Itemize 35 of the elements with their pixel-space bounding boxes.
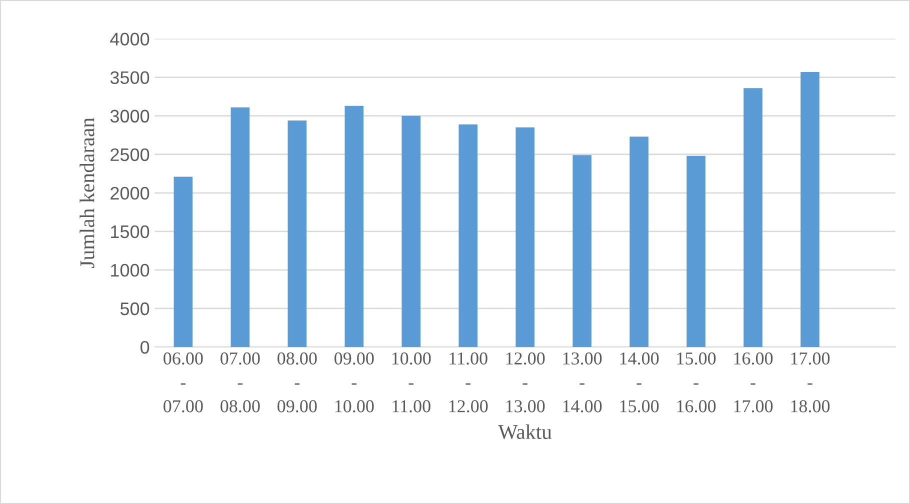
bar (630, 136, 648, 348)
x-tick-label: 08.00 - 09.00 (278, 352, 317, 412)
x-tick-label: 15.00 - 16.00 (677, 352, 716, 412)
x-tick-label: 12.00 - 13.00 (506, 352, 545, 412)
x-tick-label: 11.00 - 12.00 (449, 352, 488, 412)
y-tick-label: 1000 (111, 264, 150, 277)
bar (344, 106, 364, 348)
x-tick-label: 09.00 - 10.00 (334, 352, 374, 412)
y-tick-label: 0 (140, 340, 150, 354)
x-tick-label: 10.00 - 11.00 (392, 352, 431, 412)
bar (288, 120, 307, 348)
bar (174, 176, 193, 348)
bar (516, 127, 534, 348)
x-tick-label: 13.00 - 14.00 (563, 352, 602, 412)
y-tick-label: 1500 (111, 225, 150, 238)
bar (800, 72, 820, 348)
y-tick-label: 2500 (110, 148, 150, 162)
bar (402, 116, 421, 348)
bar (458, 124, 478, 348)
y-tick-label: 3000 (110, 110, 150, 123)
y-tick-label: 3500 (110, 71, 150, 84)
x-tick-label: 07.00 - 08.00 (220, 352, 260, 412)
bar (572, 155, 592, 348)
y-tick-label: 4000 (110, 32, 150, 46)
x-tick-label: 14.00 - 15.00 (620, 352, 659, 412)
x-axis-title: Waktu (498, 424, 552, 440)
bar (744, 88, 762, 348)
bar (686, 156, 706, 348)
y-tick-label: 2000 (110, 186, 150, 200)
y-tick-label: 500 (120, 302, 150, 316)
bar (230, 107, 250, 348)
x-tick-label: 06.00 - 07.00 (164, 352, 203, 412)
x-tick-label: 17.00 - 18.00 (791, 352, 830, 412)
x-tick-label: 16.00 - 17.00 (734, 352, 773, 412)
y-axis-title: Jumlah kendaraan (80, 118, 94, 268)
